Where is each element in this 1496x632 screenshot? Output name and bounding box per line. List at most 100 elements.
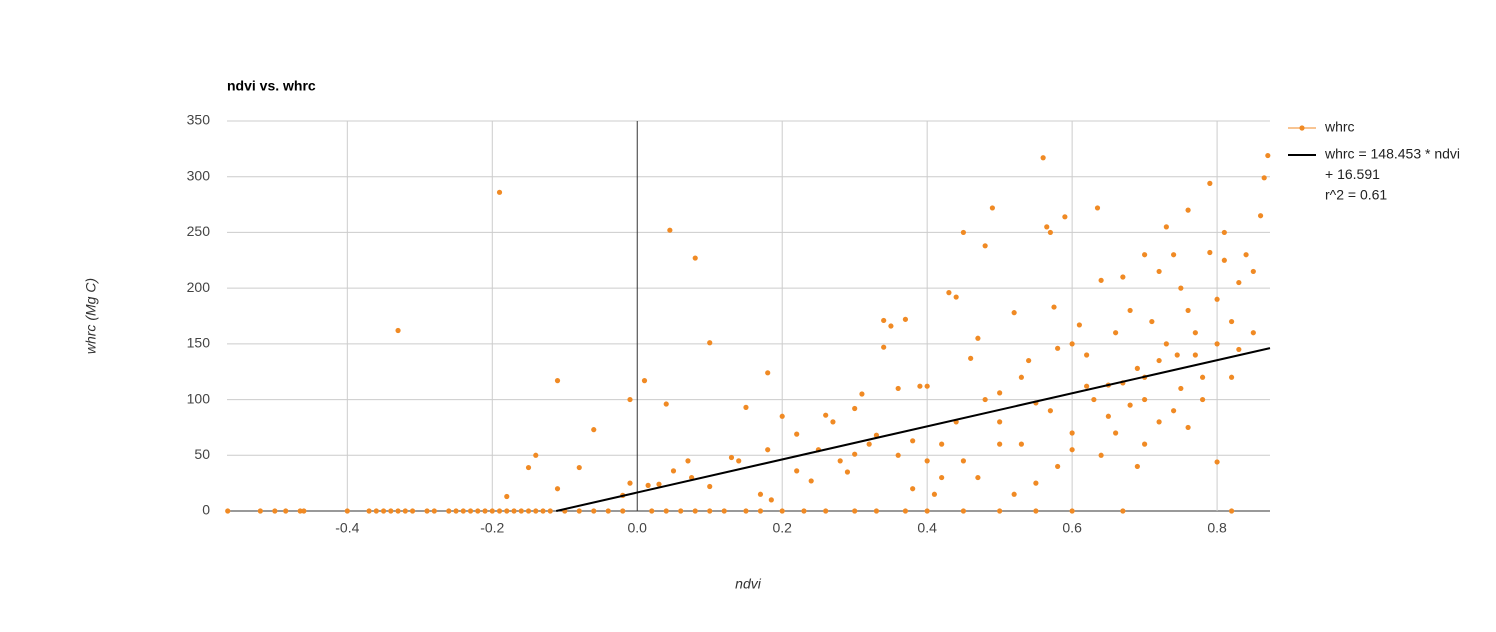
point	[576, 508, 582, 514]
point	[446, 508, 452, 514]
point	[1084, 352, 1090, 358]
point	[1236, 346, 1242, 353]
y-axis-title: whrc (Mg C)	[83, 278, 99, 354]
legend-label: r^2 = 0.61	[1325, 187, 1387, 203]
point	[1011, 491, 1017, 497]
x-tick-label: 0.4	[917, 520, 937, 536]
point	[902, 316, 909, 322]
point	[402, 508, 408, 514]
y-tick-label: 150	[187, 335, 211, 351]
point	[297, 508, 303, 514]
point	[852, 451, 858, 457]
point	[873, 508, 880, 514]
point	[627, 480, 633, 486]
point	[895, 452, 901, 458]
point	[627, 396, 633, 403]
point	[1047, 229, 1053, 236]
point	[1142, 441, 1148, 447]
point	[511, 508, 517, 514]
point	[620, 508, 626, 514]
point	[667, 227, 673, 233]
point	[1113, 330, 1119, 336]
x-tick-label: -0.4	[335, 520, 359, 536]
point	[1171, 252, 1177, 258]
point	[496, 189, 503, 195]
point	[1178, 385, 1184, 392]
point	[823, 508, 829, 514]
point	[540, 508, 546, 514]
legend-label: + 16.591	[1325, 166, 1380, 182]
point	[852, 405, 858, 412]
point	[743, 508, 749, 514]
point	[482, 508, 488, 514]
point	[873, 432, 880, 438]
point	[1105, 413, 1111, 419]
point	[939, 474, 945, 481]
point	[997, 441, 1003, 447]
point	[1163, 341, 1169, 347]
point	[1199, 374, 1206, 380]
point	[496, 508, 503, 514]
point	[808, 478, 814, 484]
point	[1243, 252, 1249, 258]
point	[344, 508, 350, 514]
point	[525, 464, 532, 471]
point	[1178, 285, 1184, 291]
point	[1156, 419, 1162, 425]
point	[975, 335, 981, 341]
legend-label: whrc = 148.453 * ndvi	[1324, 146, 1460, 162]
point	[902, 508, 909, 514]
point	[859, 391, 865, 397]
grid	[227, 120, 1270, 512]
point	[1055, 463, 1061, 470]
point	[380, 508, 387, 514]
point	[1185, 424, 1191, 431]
point	[670, 468, 677, 474]
point	[924, 383, 930, 389]
point	[547, 508, 553, 514]
point	[554, 378, 561, 384]
point	[924, 458, 930, 464]
point	[257, 508, 263, 514]
point	[460, 508, 466, 514]
point	[728, 454, 735, 461]
point	[881, 317, 887, 324]
point	[1026, 357, 1032, 364]
point	[939, 441, 945, 447]
x-tick-label: 0.8	[1207, 520, 1227, 536]
point	[1192, 352, 1198, 358]
point	[1207, 180, 1213, 186]
point	[1228, 508, 1235, 514]
point	[837, 458, 843, 464]
point	[931, 491, 938, 497]
point	[645, 482, 651, 488]
point	[866, 441, 872, 447]
point	[395, 508, 401, 514]
point	[1094, 205, 1101, 211]
point	[794, 431, 800, 437]
point	[1156, 357, 1162, 364]
point	[895, 385, 901, 392]
point	[1214, 459, 1220, 465]
point	[225, 508, 231, 514]
point	[757, 508, 764, 514]
point	[1091, 396, 1097, 403]
point	[953, 294, 959, 300]
point	[283, 508, 289, 514]
point	[489, 508, 495, 514]
point	[1221, 257, 1227, 263]
point	[721, 508, 727, 514]
point	[663, 508, 669, 514]
point	[1149, 318, 1155, 325]
point	[1228, 318, 1235, 325]
point	[1163, 224, 1169, 230]
point	[1018, 441, 1024, 447]
x-tick-label: -0.2	[480, 520, 504, 536]
point	[707, 508, 713, 514]
point	[533, 508, 539, 514]
point	[641, 378, 648, 384]
point	[1069, 508, 1075, 514]
point	[656, 481, 662, 487]
point	[649, 508, 655, 514]
